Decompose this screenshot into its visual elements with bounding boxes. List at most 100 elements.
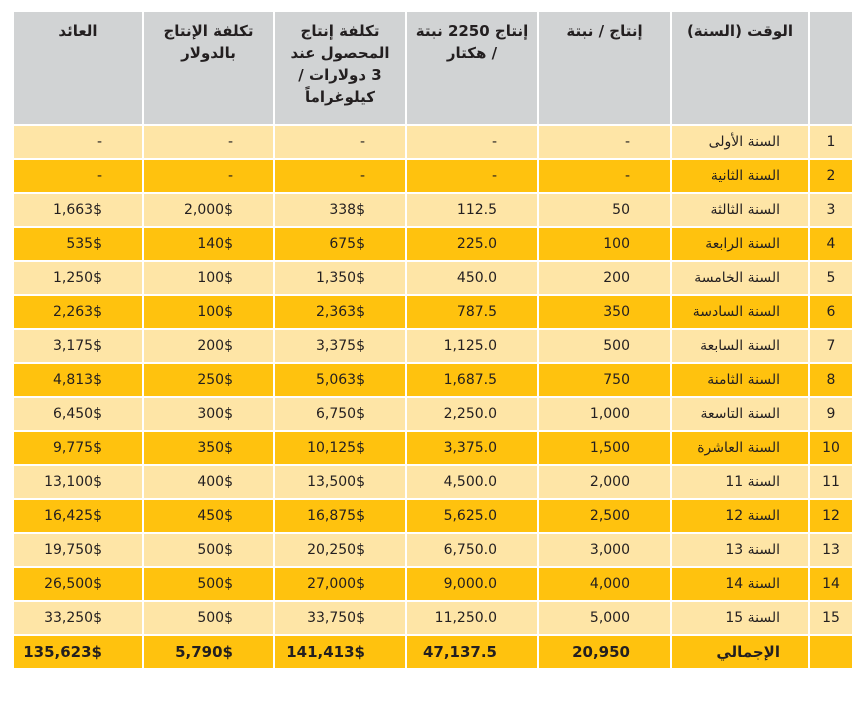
cell-per-hectare: 6,750.0 <box>405 532 539 568</box>
cell-cost: 400$ <box>142 464 275 500</box>
cell-crop-value: 10,125$ <box>273 430 407 466</box>
cell-n: 15 <box>808 600 854 636</box>
cell-value: 6,750.0 <box>443 542 497 558</box>
cell-value: 16,425$ <box>44 508 102 524</box>
cell-time: السنة الخامسة <box>670 260 810 296</box>
cell-value: 1,500 <box>589 440 630 456</box>
cell-revenue: 535$ <box>12 226 144 262</box>
cell-per-plant: 5,000 <box>537 600 672 636</box>
cell-value: 9,000.0 <box>443 576 497 592</box>
cell-time: السنة الأولى <box>670 124 810 160</box>
cell-value: السنة الأولى <box>708 134 780 150</box>
cell-value: 675$ <box>329 236 365 252</box>
cell-value: 2 <box>826 168 836 184</box>
cell-value: 450$ <box>197 508 233 524</box>
cell-crop-value: 33,750$ <box>273 600 407 636</box>
cell-revenue: 4,813$ <box>12 362 144 398</box>
cell-value: 100$ <box>197 304 233 320</box>
cell-n: 13 <box>808 532 854 568</box>
cell-revenue: 9,775$ <box>12 430 144 466</box>
cell-value: - <box>359 168 365 184</box>
cell-cost: 140$ <box>142 226 275 262</box>
header-per-plant: إنتاج / نبتة <box>537 10 672 126</box>
cell-time: السنة الثامنة <box>670 362 810 398</box>
cell-crop-value: 675$ <box>273 226 407 262</box>
table-row: 15 السنة 15 5,000 11,250.0 33,750$ 500$ 33,250… <box>12 600 854 636</box>
cell-cost: 300$ <box>142 396 275 432</box>
cell-value: 3,375$ <box>316 338 365 354</box>
cell-value: 16,875$ <box>307 508 365 524</box>
cell-revenue: 13,100$ <box>12 464 144 500</box>
cell-time: السنة 15 <box>670 600 810 636</box>
header-row: الوقت (السنة) إنتاج / نبتة إنتاج 2250 نب… <box>12 10 854 126</box>
table-row: 8 السنة الثامنة 750 1,687.5 5,063$ 250$ 4,813$ <box>12 362 854 398</box>
cell-cost: - <box>142 124 275 160</box>
cell-time: السنة الثانية <box>670 158 810 194</box>
cell-per-plant: 200 <box>537 260 672 296</box>
cell-cost: 100$ <box>142 260 275 296</box>
cell-n: 2 <box>808 158 854 194</box>
cell-per-plant: 20,950 <box>537 634 672 670</box>
cell-value: 4 <box>826 236 836 252</box>
cell-value: 450.0 <box>456 270 497 286</box>
table-row: 13 السنة 13 3,000 6,750.0 20,250$ 500$ 19,750$ <box>12 532 854 568</box>
cell-revenue: 3,175$ <box>12 328 144 364</box>
cell-value: 6,750$ <box>316 406 365 422</box>
header-time: الوقت (السنة) <box>670 10 810 126</box>
cell-crop-value: 3,375$ <box>273 328 407 364</box>
cell-crop-value: 141,413$ <box>273 634 407 670</box>
cell-value: 1,663$ <box>53 202 102 218</box>
cell-value: 8 <box>826 372 836 388</box>
cell-value: السنة الخامسة <box>694 270 780 286</box>
cell-revenue: 26,500$ <box>12 566 144 602</box>
cell-per-plant: 4,000 <box>537 566 672 602</box>
cell-time: الإجمالي <box>670 634 810 670</box>
cell-per-plant: 2,500 <box>537 498 672 534</box>
cell-value: السنة السادسة <box>692 304 780 320</box>
cell-crop-value: 338$ <box>273 192 407 228</box>
cell-time: السنة السابعة <box>670 328 810 364</box>
cell-value: 140$ <box>197 236 233 252</box>
cell-crop-value: - <box>273 124 407 160</box>
cell-per-plant: 350 <box>537 294 672 330</box>
cell-time: السنة الثالثة <box>670 192 810 228</box>
cell-revenue: 19,750$ <box>12 532 144 568</box>
cell-cost: 500$ <box>142 566 275 602</box>
cell-cost: 2,000$ <box>142 192 275 228</box>
cell-per-hectare: 450.0 <box>405 260 539 296</box>
cell-value: 100$ <box>197 270 233 286</box>
cell-value: 500$ <box>197 542 233 558</box>
cell-value: 5,625.0 <box>443 508 497 524</box>
cell-time: السنة السادسة <box>670 294 810 330</box>
cell-value: 500$ <box>197 610 233 626</box>
table-body: 1 السنة الأولى - - - - - 2 السنة الثانية - - - - - 3 ال… <box>12 124 854 670</box>
cell-value: السنة التاسعة <box>700 406 780 422</box>
cell-value: السنة الثانية <box>710 168 780 184</box>
cell-per-hectare: 225.0 <box>405 226 539 262</box>
cell-value: - <box>96 168 102 184</box>
cell-per-hectare: 11,250.0 <box>405 600 539 636</box>
cell-value: 3,175$ <box>53 338 102 354</box>
cell-value: 14 <box>822 576 840 592</box>
cell-value: 225.0 <box>456 236 497 252</box>
header-crop-value: تكلفة إنتاج المحصول عند 3 دولارات / كيلو… <box>273 10 407 126</box>
cell-value: 4,813$ <box>53 372 102 388</box>
cell-time: السنة التاسعة <box>670 396 810 432</box>
cell-per-plant: - <box>537 124 672 160</box>
cell-value: 19,750$ <box>44 542 102 558</box>
cell-value: 3,375.0 <box>443 440 497 456</box>
cell-value: الإجمالي <box>716 643 780 661</box>
cell-value: 2,363$ <box>316 304 365 320</box>
cell-crop-value: 27,000$ <box>273 566 407 602</box>
cell-crop-value: 2,363$ <box>273 294 407 330</box>
cell-cost: 450$ <box>142 498 275 534</box>
cell-cost: - <box>142 158 275 194</box>
cell-value: 13,100$ <box>44 474 102 490</box>
cell-value: 20,950 <box>572 643 630 661</box>
cell-crop-value: 13,500$ <box>273 464 407 500</box>
cell-value: - <box>491 134 497 150</box>
production-revenue-table: الوقت (السنة) إنتاج / نبتة إنتاج 2250 نب… <box>12 10 854 670</box>
cell-time: السنة العاشرة <box>670 430 810 466</box>
cell-crop-value: 16,875$ <box>273 498 407 534</box>
table-row: 12 السنة 12 2,500 5,625.0 16,875$ 450$ 16,425$ <box>12 498 854 534</box>
